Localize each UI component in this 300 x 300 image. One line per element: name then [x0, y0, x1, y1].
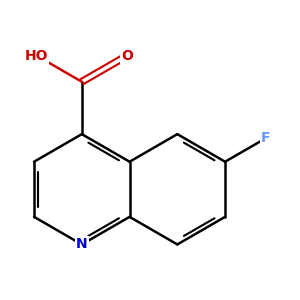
Text: O: O: [121, 49, 133, 63]
Text: F: F: [261, 131, 271, 145]
Text: N: N: [76, 237, 88, 251]
Text: HO: HO: [25, 49, 48, 63]
